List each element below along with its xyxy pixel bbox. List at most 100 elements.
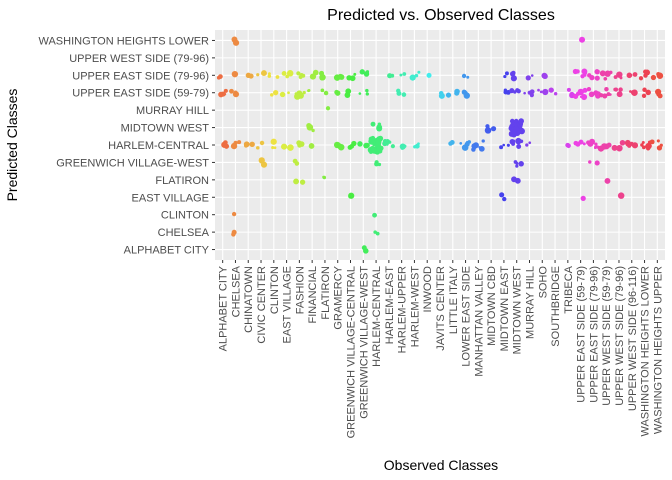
point-upper-west-side-79-96--upper-east-side-59-79 [618, 87, 623, 92]
point-manhattan-valley--harlem-central [481, 139, 485, 143]
x-tick-label-manhattan-valley: MANHATTAN VALLEY [473, 265, 485, 376]
chart-title: Predicted vs. Observed Classes [327, 7, 555, 24]
point-alphabet-city--upper-east-side-79-96 [218, 74, 223, 79]
point-harlem-west--harlem-central [417, 142, 420, 146]
point-flatiron--upper-east-side-59-79 [323, 90, 329, 96]
point-midtown-cbd--midtown-west [484, 127, 492, 134]
point-washington-heights-lower--upper-east-side-59-79 [645, 89, 651, 96]
point-washington-heights-lower--upper-east-side-79-96 [638, 76, 644, 81]
point-soho--upper-east-side-59-79 [539, 90, 543, 94]
data-points [216, 36, 664, 254]
point-harlem-central--midtown-west [376, 125, 383, 132]
x-tick-label-greenwich-village-central: GREENWICH VILLAGE-CENTRAL [346, 266, 358, 438]
point-fashion--flatiron [293, 178, 300, 185]
point-alphabet-city--harlem-central [223, 143, 230, 149]
x-tick-label-alphabet-city: ALPHABET CITY [218, 265, 230, 351]
point-inwood--upper-east-side-79-96 [427, 74, 431, 78]
point-manhattan-valley--harlem-central [479, 146, 482, 150]
point-clinton--harlem-central [273, 146, 277, 150]
x-tick-label-washington-heights-upper: WASHINGTON HEIGHTS UPPER [652, 266, 664, 434]
point-washington-heights-lower--harlem-central [640, 143, 644, 147]
point-civic-center--harlem-central [256, 146, 260, 150]
point-murray-hill--harlem-central [525, 143, 529, 147]
point-chelsea--clinton [231, 211, 237, 217]
point-midtown-west--upper-east-side-59-79 [516, 88, 521, 94]
point-upper-west-side-96-116--harlem-central [625, 141, 631, 147]
x-tick-label-midtown-east: MIDTOWN EAST [499, 266, 511, 352]
point-murray-hill--harlem-central [528, 141, 532, 145]
point-upper-east-side-59-79--upper-east-side-59-79 [581, 93, 588, 101]
point-upper-east-side-79-96--harlem-central [586, 140, 591, 145]
point-midtown-west--greenwich-village-west [513, 160, 518, 164]
point-upper-west-side-79-96--upper-east-side-59-79 [613, 87, 619, 92]
point-financial--upper-east-side-59-79 [307, 89, 311, 92]
point-flatiron--flatiron [322, 175, 327, 180]
point-gramercy--upper-east-side-79-96 [337, 73, 343, 79]
x-tick-label-upper-west-side-59-79: UPPER WEST SIDE (59-79) [601, 266, 613, 406]
x-tick-label-greenwich-village-west: GREENWICH VILLAGE-WEST [358, 266, 370, 419]
point-upper-west-side-79-96--harlem-central [617, 146, 621, 151]
point-upper-west-side-59-79--upper-east-side-79-96 [599, 70, 606, 77]
point-greenwich-village-west--upper-east-side-59-79 [365, 92, 369, 96]
point-lower-east-side--upper-east-side-79-96 [466, 75, 470, 79]
point-murray-hill--upper-east-side-79-96 [525, 75, 531, 81]
y-tick-label-clinton: CLINTON [161, 210, 209, 222]
point-tribeca--upper-east-side-59-79 [569, 91, 575, 97]
point-upper-west-side-59-79--upper-east-side-59-79 [602, 93, 608, 99]
point-midtown-west--harlem-central [515, 137, 522, 145]
point-upper-east-side-59-79--upper-east-side-79-96 [582, 72, 587, 77]
point-greenwich-village-west--alphabet-city [361, 245, 367, 251]
point-midtown-west--harlem-central [519, 139, 524, 144]
point-civic-center--upper-east-side-79-96 [261, 70, 267, 77]
point-harlem-east--harlem-central [384, 139, 391, 145]
point-midtown-west--harlem-central [516, 144, 522, 149]
point-manhattan-valley--harlem-central [471, 143, 478, 149]
point-washington-heights-upper--upper-east-side-79-96 [650, 74, 657, 81]
y-tick-label-east-village: EAST VILLAGE [132, 192, 209, 204]
point-financial--harlem-central [309, 143, 313, 146]
point-upper-east-side-59-79--upper-east-side-79-96 [581, 68, 588, 75]
x-tick-label-chelsea: CHELSEA [230, 265, 242, 317]
point-harlem-upper--upper-east-side-59-79 [396, 90, 402, 96]
point-upper-east-side-79-96--upper-east-side-79-96 [596, 69, 600, 74]
point-civic-center--upper-east-side-79-96 [256, 73, 260, 77]
point-fashion--greenwich-village-west [294, 161, 300, 166]
point-midtown-west--flatiron [514, 177, 521, 184]
point-clinton--upper-east-side-79-96 [275, 75, 280, 79]
x-tick-label-fashion: FASHION [294, 266, 306, 314]
x-tick-label-harlem-east: HARLEM-EAST [384, 266, 396, 345]
y-tick-label-upper-east-side-79-96: UPPER EAST SIDE (79-96) [72, 70, 209, 82]
point-clinton--harlem-central [270, 138, 277, 145]
point-upper-east-side-79-96--harlem-central [594, 142, 598, 146]
point-greenwich-village-central--upper-east-side-79-96 [349, 75, 356, 82]
point-harlem-east--upper-east-side-79-96 [387, 73, 393, 79]
point-upper-west-side-79-96--harlem-central [611, 144, 618, 151]
point-harlem-west--upper-east-side-79-96 [417, 70, 421, 74]
point-lower-east-side--upper-east-side-59-79 [463, 92, 470, 99]
point-upper-east-side-79-96--upper-east-side-79-96 [594, 75, 600, 81]
point-harlem-central--harlem-central [379, 145, 384, 150]
point-murray-hill--upper-east-side-59-79 [527, 90, 532, 95]
point-midtown-west--greenwich-village-west [515, 164, 519, 168]
y-tick-label-midtown-west: MIDTOWN WEST [121, 123, 210, 135]
point-fashion--upper-east-side-79-96 [299, 73, 304, 77]
point-little-italy--upper-east-side-59-79 [454, 90, 460, 96]
x-tick-label-harlem-upper: HARLEM-UPPER [397, 266, 409, 353]
point-harlem-upper--harlem-central [400, 146, 405, 150]
point-upper-west-side-79-96--east-village [617, 192, 625, 199]
x-tick-label-civic-center: CIVIC CENTER [256, 266, 268, 344]
point-upper-east-side-59-79--east-village [580, 195, 586, 201]
point-harlem-upper--upper-east-side-59-79 [401, 92, 407, 97]
y-tick-label-flatiron: FLATIRON [155, 175, 209, 187]
point-soho--upper-east-side-59-79 [537, 88, 540, 92]
x-tick-label-harlem-central: HARLEM-CENTRAL [371, 266, 383, 367]
point-upper-east-side-79-96--upper-east-side-59-79 [593, 91, 598, 96]
x-tick-label-javits-center: JAVITS CENTER [435, 266, 447, 351]
point-midtown-west--midtown-west [518, 118, 524, 124]
point-chelsea--upper-east-side-59-79 [233, 90, 238, 94]
point-tribeca--harlem-central [566, 143, 571, 149]
point-chinatown--harlem-central [249, 141, 255, 148]
x-tick-label-lower-east-side: LOWER EAST SIDE [461, 266, 473, 367]
point-upper-east-side-79-96--greenwich-village-west [588, 160, 592, 164]
point-upper-east-side-59-79--washington-heights-lower [579, 36, 586, 43]
